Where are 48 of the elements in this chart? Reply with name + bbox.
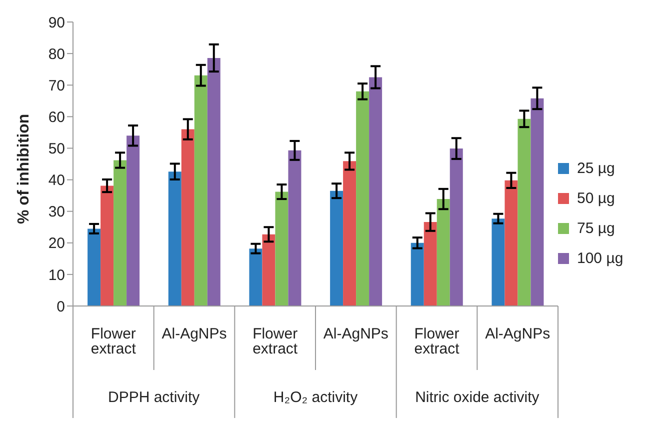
y-tick-label: 50 (48, 140, 65, 158)
bar (249, 248, 262, 306)
bar (530, 98, 544, 306)
x-tick-label: Flower extract (90, 326, 137, 358)
legend-label: 75 µg (577, 220, 615, 236)
bar (343, 161, 356, 306)
y-tick-label: 0 (56, 298, 65, 316)
bar (126, 136, 140, 306)
legend-label: 25 µg (577, 160, 615, 176)
y-tick-label: 80 (48, 46, 65, 63)
bar (369, 77, 382, 306)
bar (262, 234, 276, 306)
bar (424, 222, 437, 306)
legend-label: 100 µg (577, 250, 624, 266)
bar (181, 129, 194, 306)
y-tick-label: 30 (48, 204, 65, 221)
y-tick-label: 60 (48, 108, 65, 126)
y-tick-label: 10 (48, 266, 65, 284)
text: DPPH activity (108, 389, 200, 406)
bar (492, 218, 505, 306)
bar (450, 148, 463, 306)
y-axis-title: % of inhibition (16, 114, 33, 224)
bar (356, 91, 370, 306)
bar (288, 150, 302, 306)
bar (275, 192, 288, 306)
legend-label: 50 µg (577, 190, 615, 206)
text: Nitric oxide activity (415, 389, 540, 406)
x-tick-label: Al-AgNPs (162, 326, 227, 343)
bar (504, 180, 518, 306)
bar (207, 58, 220, 306)
y-tick-label: 90 (48, 14, 65, 32)
bar (194, 75, 208, 306)
bar (436, 199, 450, 306)
bar (88, 228, 101, 306)
x-tick-label: Flower extract (252, 326, 298, 358)
x-tick-label: Flower extract (414, 326, 460, 358)
bar (410, 242, 424, 306)
bar (330, 190, 344, 306)
x-tick-label: Al-AgNPs (485, 326, 550, 343)
bar (114, 160, 127, 306)
y-tick-label: 40 (48, 172, 65, 190)
y-tick-label: 70 (48, 77, 65, 94)
bar (518, 118, 531, 306)
bar (168, 172, 182, 306)
bar (100, 186, 114, 306)
text: H₂O₂ activity (273, 389, 358, 406)
x-tick-label: Al-AgNPs (323, 326, 388, 343)
y-tick-label: 20 (48, 235, 65, 252)
